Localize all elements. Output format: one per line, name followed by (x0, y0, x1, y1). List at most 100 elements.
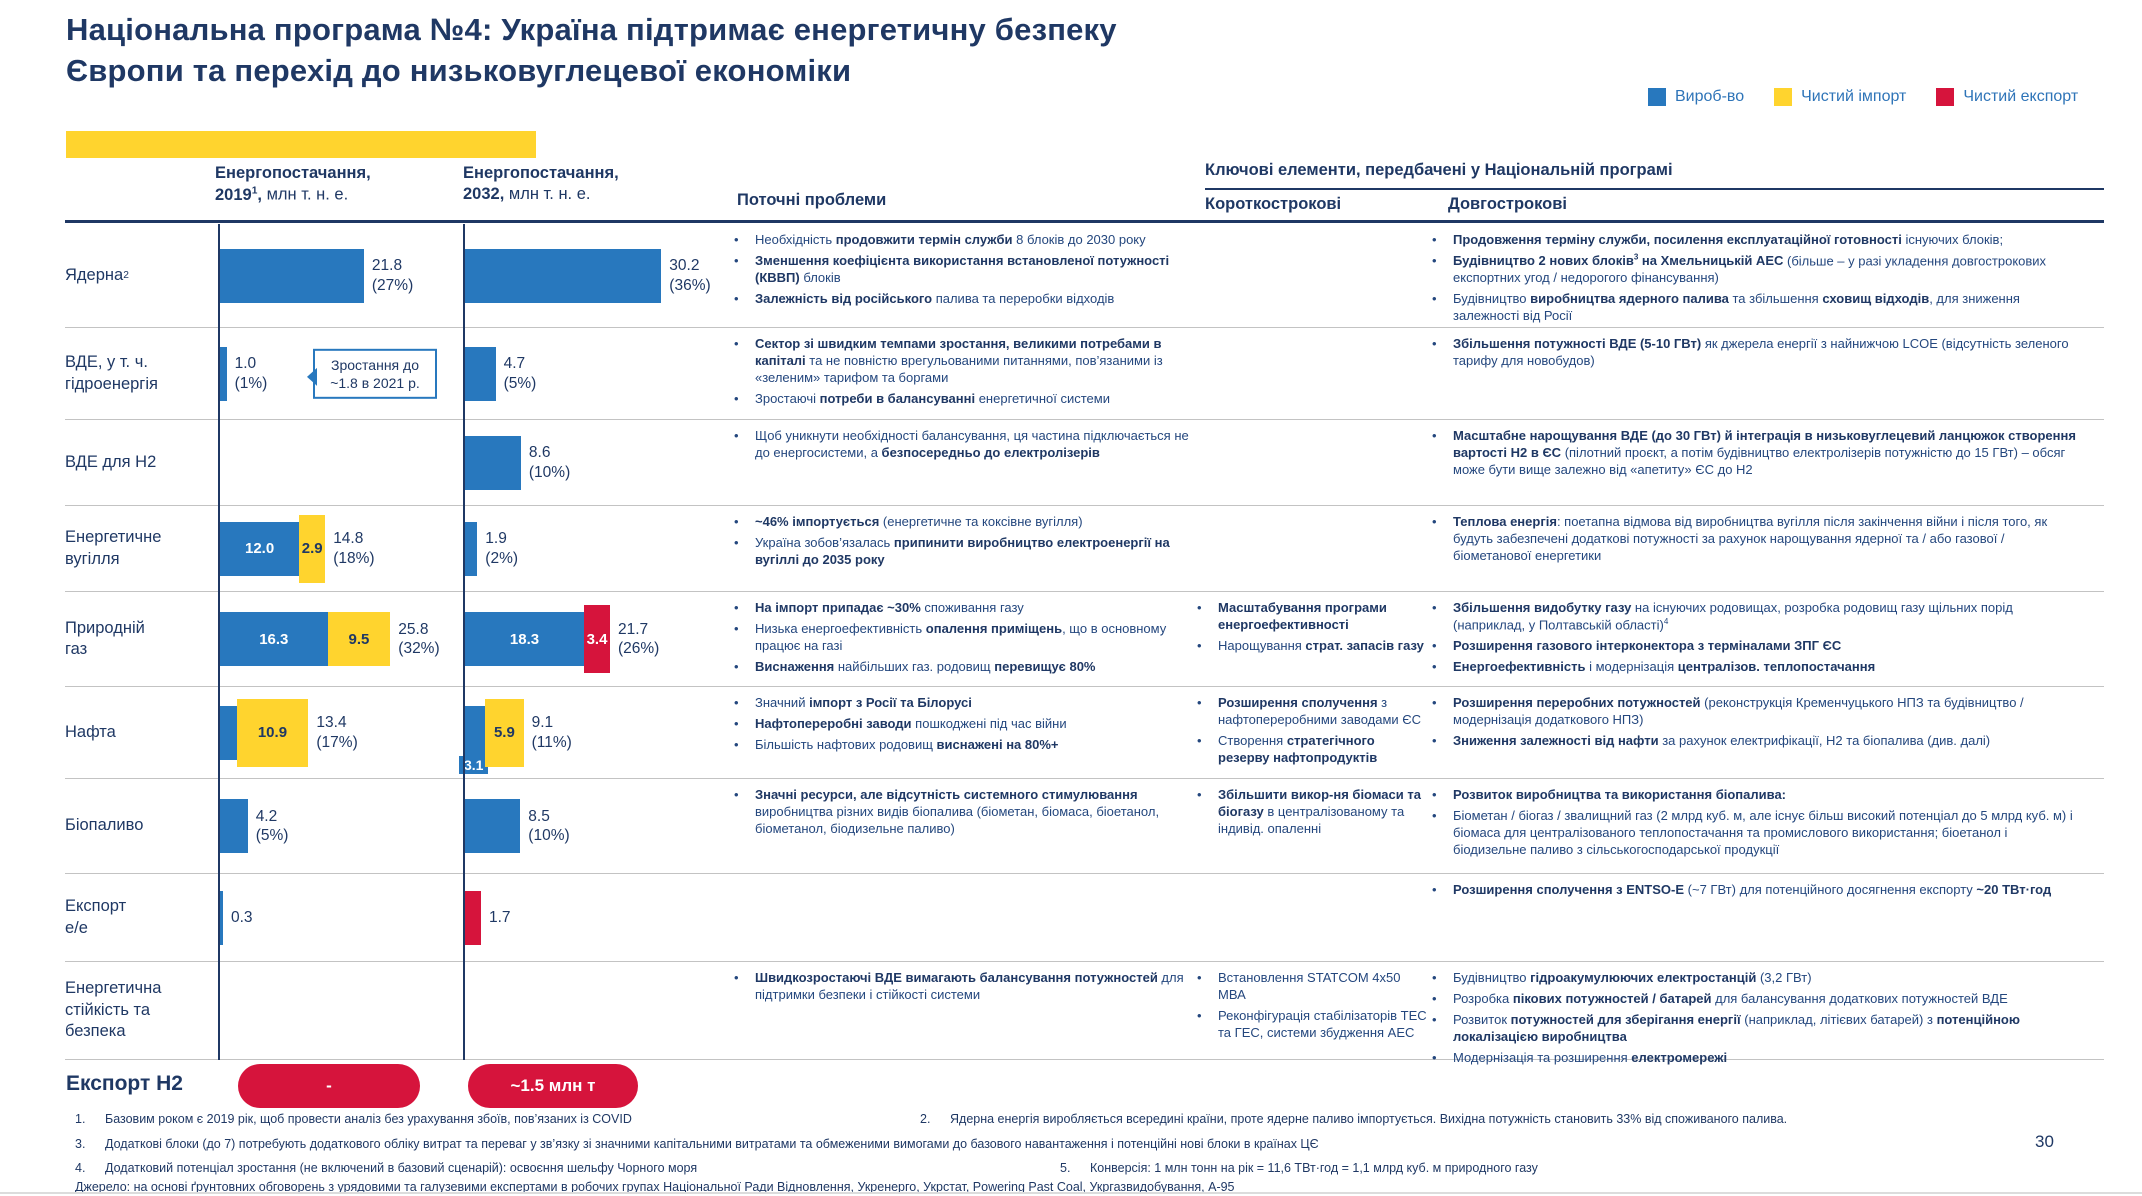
bullet-item: Зниження залежності від нафти за рахунок… (1428, 733, 2084, 750)
yellow-bar-segment: 9.5 (327, 612, 391, 666)
problems-list (730, 874, 1193, 961)
chart-2032-cell: 8.6 (10%) (463, 420, 730, 505)
bullet-item: На імпорт припадає ~30% споживання газу (730, 600, 1193, 617)
problems-list: Сектор зі швидким темпами зростання, вел… (730, 328, 1193, 419)
row-label: ВДЕ, у т. ч. гідроенергія (65, 353, 158, 393)
bullet-item: Україна зобов’язалась припинити виробниц… (730, 535, 1193, 569)
export-h2-2032-pill: ~1.5 млн т (468, 1064, 638, 1108)
footnote-text: Базовим роком є 2019 рік, щоб провести а… (105, 1112, 632, 1126)
bullet-item: Встановлення STATCOM 4x50 МВА (1193, 970, 1428, 1004)
table-row: ВДЕ для H2 8.6(10%) Щоб уникнути необхідно… (65, 420, 2104, 506)
problems-list: Щоб уникнути необхідності балансування, … (730, 420, 1193, 505)
bar-group: 3.1 5.9 9.1 (11%) (459, 698, 572, 774)
bar-group: 4.7 (5%) (465, 346, 536, 401)
table-row: Нафта 10.913.4(17%) 3.15.99.1(11%) Значний … (65, 687, 2104, 779)
column-header-supply-2019: Енергопостачання, 20191, млн т. н. е. (215, 164, 371, 204)
bullet-item: Збільшити викор-ня біомаси та біогазу в … (1193, 787, 1428, 838)
footnote-text: Додатковий потенціал зростання (не включ… (105, 1161, 698, 1175)
blue-bar-segment (465, 435, 521, 490)
bar-group: 1.0 (1%) (220, 346, 267, 401)
bullet-item: Масштабне нарощування ВДЕ (до 30 ГВт) й … (1428, 428, 2084, 479)
page-number: 30 (2035, 1132, 2054, 1151)
table-top-rule (65, 220, 2104, 223)
bar-group: 10.9 13.4 (17%) (220, 698, 358, 767)
bar-value-chip: 3.1 (459, 755, 489, 774)
bullet-item: Виснаження найбільших газ. родовищ перев… (730, 659, 1193, 676)
bullet-item: Низька енергоефективність опалення примі… (730, 621, 1193, 655)
page-title: Національна програма №4: Україна підтрим… (66, 12, 1117, 88)
bullet-item: Розширення сполучення з ENTSO-E (~7 ГВт)… (1428, 882, 2084, 899)
short-term-list (1193, 224, 1428, 327)
chart-2019-cell: 1.0 (1%) Зростання до ~1.8 в 2021 р. (218, 328, 461, 419)
bullet-item: Розробка пікових потужностей / батарей д… (1428, 991, 2084, 1008)
long-term-list: Будівництво гідроакумулюючих електростан… (1428, 962, 2084, 1066)
footnote-text: Ядерна енергія виробляється всередині кр… (950, 1112, 1788, 1126)
blue-bar-segment: 18.3 (465, 612, 584, 666)
column-header-problems: Поточні проблеми (737, 191, 887, 209)
row-label: Енергетична стійкість та безпека (65, 979, 162, 1041)
bar-value-label: 25.8 (32%) (398, 620, 440, 657)
problems-list: ~46% імпортується (енергетичне та коксів… (730, 506, 1193, 591)
chart-2019-cell: 0.3 (218, 874, 461, 961)
legend-label: Чистий експорт (1963, 88, 2079, 105)
chart-2032-axis (463, 224, 465, 1060)
long-term-list: Продовження терміну служби, посилення ек… (1428, 224, 2084, 327)
chart-2032-cell: 1.9 (2%) (463, 506, 730, 591)
blue-bar-segment (220, 890, 223, 945)
blue-bar-segment (465, 521, 478, 576)
bottom-divider (0, 1192, 2142, 1194)
bar-group: 0.3 (220, 890, 253, 945)
bullet-item: Розширення газового інтерконектора з тер… (1428, 638, 2084, 655)
column-header-long-term: Довгострокові (1448, 195, 1567, 213)
legend-item: Вироб-во (1648, 88, 1744, 106)
short-term-list (1193, 506, 1428, 591)
row-label: Біопаливо (65, 816, 144, 835)
chart-legend: Вироб-во Чистий імпорт Чистий експорт (1648, 88, 2078, 106)
problems-list: Швидкозростаючі ВДЕ вимагають балансуван… (730, 962, 1193, 1059)
footnote-number: 3. (75, 1137, 86, 1151)
table-row: Енергетичне вугілля 12.0 2.9 14.8 (18%) 1.9 (2%… (65, 506, 2104, 592)
bar-value-label: 8.5 (10%) (528, 807, 570, 844)
bullet-item: Більшість нафтових родовищ виснажені на … (730, 737, 1193, 754)
yellow-bar-segment: 2.9 (299, 514, 326, 583)
net-import-swatch-icon (1774, 88, 1793, 106)
bar-group: 1.7 (465, 890, 511, 945)
short-term-list: Розширення сполучення з нафтопереробними… (1193, 687, 1428, 778)
column-header-short-term: Короткострокові (1205, 195, 1342, 213)
bar-value-label: 4.2 (5%) (255, 807, 289, 844)
problems-list: На імпорт припадає ~30% споживання газу Н… (730, 592, 1193, 686)
table-row: ВДЕ, у т. ч. гідроенергія 1.0 (1%) Зростання… (65, 328, 2104, 420)
growth-callout: Зростання до ~1.8 в 2021 р. (307, 348, 437, 399)
bar-value-label: 0.3 (231, 908, 253, 926)
blue-bar-segment (465, 346, 496, 401)
short-term-list (1193, 420, 1428, 505)
legend-item: Чистий експорт (1936, 88, 2078, 106)
bar-group: 16.3 9.5 25.8 (32%) (220, 612, 440, 666)
long-term-list: Масштабне нарощування ВДЕ (до 30 ГВт) й … (1428, 420, 2084, 505)
blue-bar-segment (465, 799, 521, 853)
chart-2019-cell: 4.2 (5%) (218, 779, 461, 873)
key-elements-underline (1205, 188, 2104, 190)
chart-2032-cell: 8.5 (10%) (463, 779, 730, 873)
footnote-number: 2. (920, 1112, 931, 1126)
footnote: 3. Додаткові блоки (до 7) потребують дода… (75, 1137, 1319, 1151)
bullet-item: Будівництво виробництва ядерного палива … (1428, 291, 2084, 325)
bar-value-label: 14.8 (18%) (333, 530, 375, 567)
bullet-item: Будівництво гідроакумулюючих електростан… (1428, 970, 2084, 987)
long-term-list: Теплова енергія: поетапна відмова від ви… (1428, 506, 2084, 591)
chart-2032-cell: 18.3 3.4 21.7 (26%) (463, 592, 730, 686)
chart-2019-cell (218, 420, 461, 505)
footnote-number: 5. (1060, 1161, 1071, 1175)
bullet-item: Модернізація та розширення електромережі (1428, 1050, 2084, 1067)
long-term-list: Збільшення видобутку газу на існуючих ро… (1428, 592, 2084, 686)
bar-value-label: 21.8 (27%) (371, 257, 414, 294)
bullet-item: Необхідність продовжити термін служби 8 … (730, 232, 1193, 249)
bullet-item: Сектор зі швидким темпами зростання, вел… (730, 336, 1193, 387)
row-label: Ядерна 2 (65, 265, 129, 284)
bar-group: 21.8 (27%) (220, 248, 414, 303)
footnote: 2. Ядерна енергія виробляється всередині … (920, 1112, 1787, 1126)
chart-2032-cell: 1.7 (463, 874, 730, 961)
